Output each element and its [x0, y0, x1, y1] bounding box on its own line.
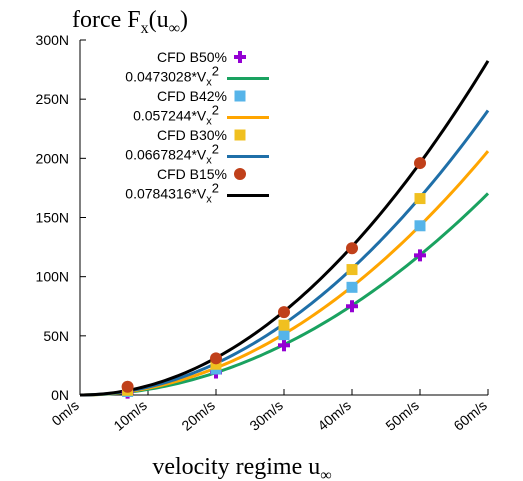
x-tick-label: 40m/s: [314, 397, 353, 434]
cfd-points: [121, 157, 426, 399]
plus-v: [350, 300, 354, 313]
y-tick-label: 0N: [51, 387, 69, 403]
title-paren: (u: [149, 7, 169, 33]
legend-label: CFD B42%: [157, 88, 227, 104]
data-point: [278, 319, 290, 331]
y-tick-label: 300N: [36, 32, 69, 48]
legend-fit-prefix: 0.0473028*V: [125, 69, 207, 85]
legend-label: CFD B30%: [157, 127, 227, 143]
y-tick-label: 250N: [36, 91, 69, 107]
data-point: [210, 352, 222, 365]
legend-fit-superscript: 2: [212, 142, 219, 157]
legend-fit-superscript: 2: [212, 103, 219, 118]
fit-curve: [79, 192, 490, 397]
legend-fit-subscript: x: [206, 155, 212, 167]
legend-fit-superscript: 2: [212, 64, 219, 79]
x-tick-label: 30m/s: [246, 397, 285, 434]
data-point: [346, 264, 358, 276]
legend-marker: [234, 51, 246, 63]
y-tick-label: 200N: [36, 150, 69, 166]
x-tick-label: 50m/s: [382, 397, 421, 434]
x-tick-label: 10m/s: [110, 397, 149, 434]
plus-v: [418, 249, 422, 262]
x-tick-label: 60m/s: [450, 397, 489, 434]
legend-label: 0.057244*Vx2: [133, 103, 219, 128]
data-point: [121, 380, 134, 393]
plus-v: [282, 339, 286, 352]
y-axis-ticks: 0N 50N 100N 150N 200N 250N 300N: [36, 32, 86, 403]
data-point: [346, 281, 358, 293]
xlabel-subscript: ∞: [320, 467, 331, 481]
legend-label: CFD B50%: [157, 49, 227, 65]
legend-fit-superscript: 2: [212, 181, 219, 196]
data-point: [346, 242, 358, 255]
title-main: force F: [72, 7, 141, 33]
y-tick-label: 150N: [36, 210, 69, 226]
legend-fit-subscript: x: [206, 77, 212, 89]
title-subscript: x: [141, 20, 149, 37]
title-subscript-infinity: ∞: [169, 20, 180, 37]
chart-title: force Fx(u∞): [72, 7, 188, 37]
xlabel-text: velocity regime u∞: [152, 454, 331, 481]
x-axis-ticks: 0m/s 10m/s 20m/s 30m/s 40m/s 50m/s 60m/s: [48, 389, 490, 434]
data-point: [278, 339, 290, 352]
data-point: [278, 329, 290, 341]
legend-fit-prefix: 0.057244*V: [133, 108, 207, 124]
xlabel-main: velocity regime u: [152, 454, 320, 480]
data-point: [346, 300, 358, 313]
legend-label: 0.0473028*Vx2: [125, 64, 219, 89]
plus-v: [238, 51, 242, 63]
y-tick-label: 100N: [36, 269, 69, 285]
data-point: [414, 157, 426, 170]
legend-marker: [234, 90, 246, 102]
legend-fit-subscript: x: [206, 116, 212, 128]
data-point: [278, 306, 290, 319]
data-point: [414, 220, 426, 232]
legend-label: CFD B15%: [157, 166, 227, 182]
legend-fit-prefix: 0.0667824*V: [125, 147, 207, 163]
legend-fit-prefix: 0.0784316*V: [125, 186, 207, 202]
legend-marker: [234, 129, 246, 141]
y-tick-label: 50N: [43, 328, 69, 344]
x-tick-label: 20m/s: [178, 397, 217, 434]
legend-label: 0.0667824*Vx2: [125, 142, 219, 167]
data-point: [414, 249, 426, 262]
legend-label: 0.0784316*Vx2: [125, 181, 219, 206]
title-text: force Fx(u∞): [72, 7, 188, 37]
legend-fit-subscript: x: [206, 194, 212, 206]
data-point: [414, 193, 426, 205]
title-close: ): [180, 7, 188, 33]
x-axis-label: velocity regime u∞: [152, 454, 331, 481]
legend-marker: [234, 168, 246, 180]
